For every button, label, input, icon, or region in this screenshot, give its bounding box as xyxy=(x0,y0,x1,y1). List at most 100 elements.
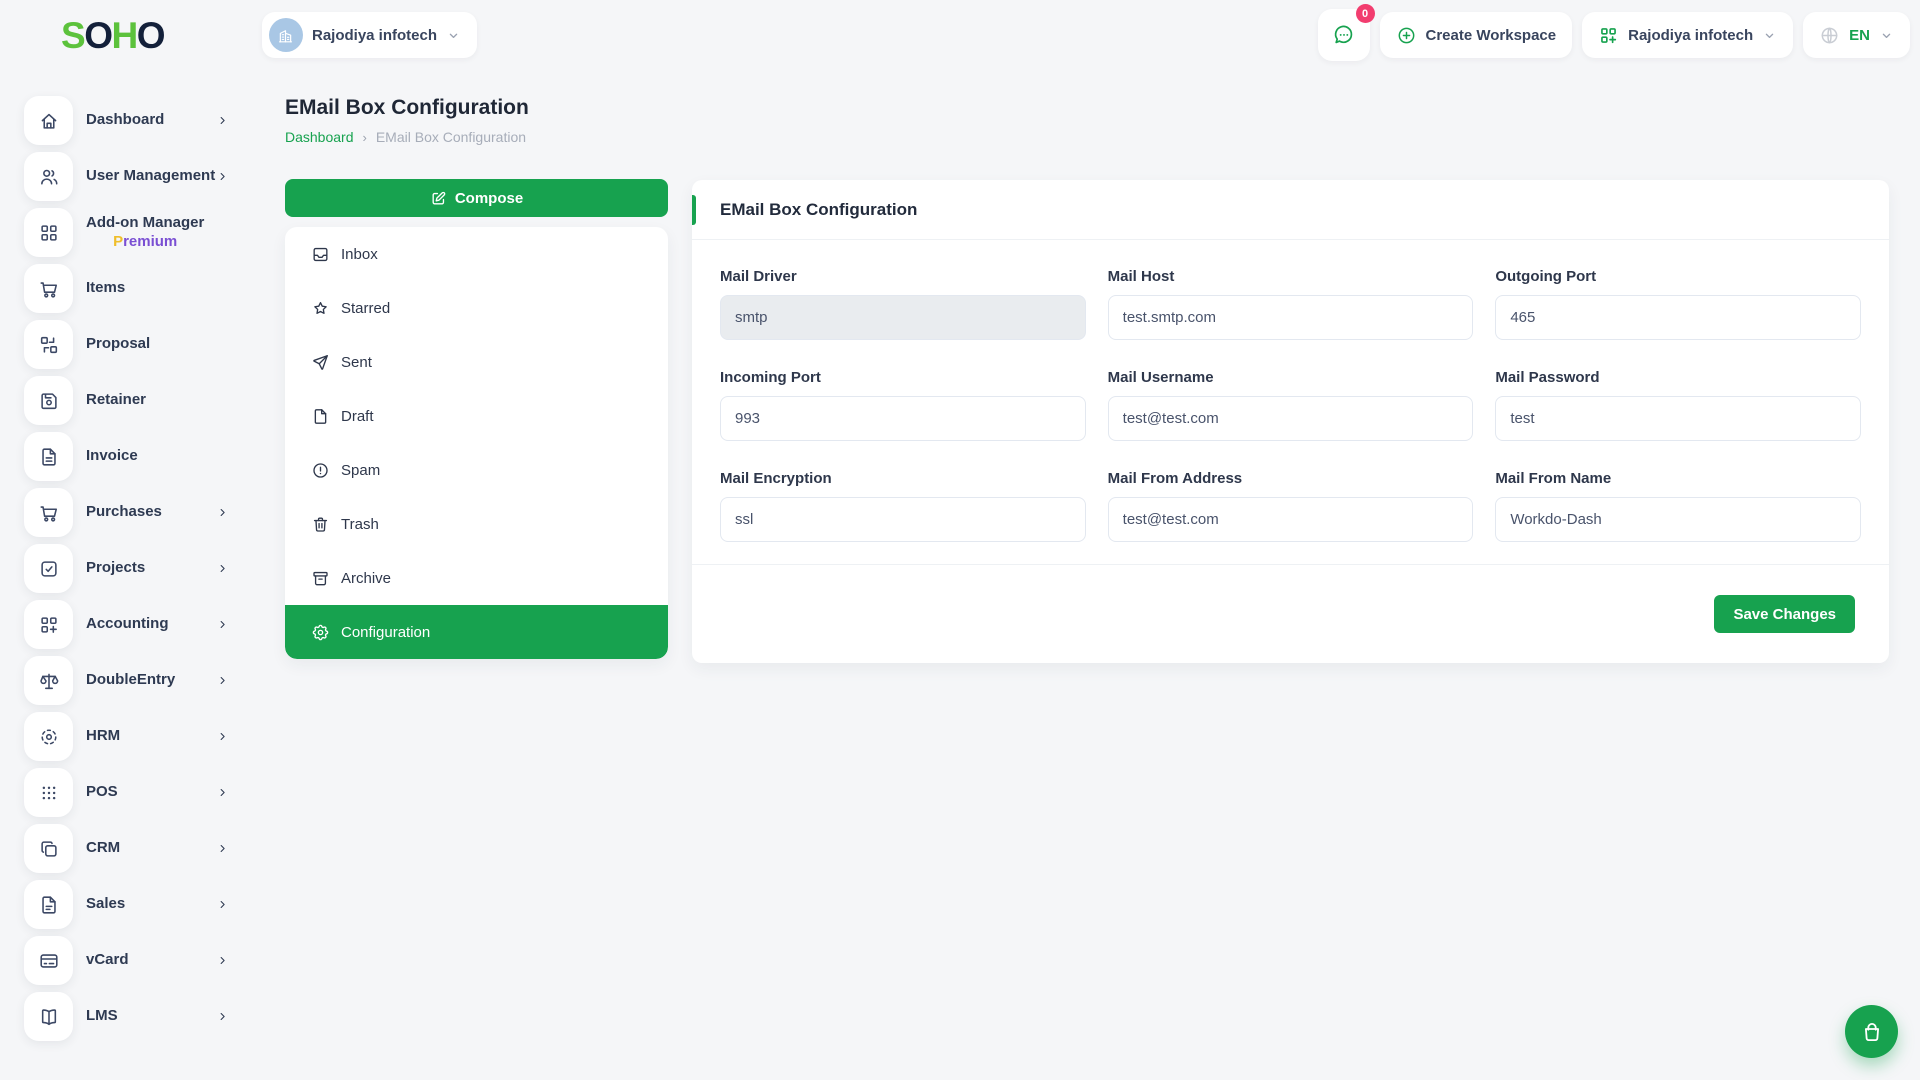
sidebar-item-sales[interactable]: Sales xyxy=(24,880,233,929)
mail-from-address-input[interactable] xyxy=(1107,497,1474,542)
focus-icon xyxy=(40,728,57,745)
breadcrumb-dashboard-link[interactable]: Dashboard xyxy=(285,129,354,145)
sidebar-item-label: CRM xyxy=(86,839,121,857)
chevron-right-icon xyxy=(220,116,225,125)
sidebar-item-label: Dashboard xyxy=(86,111,165,129)
cart-icon-box xyxy=(24,488,73,537)
check-square-icon xyxy=(40,560,57,577)
floppy-icon-box xyxy=(24,376,73,425)
mail-folder-inbox[interactable]: Inbox xyxy=(285,227,668,281)
sidebar-item-vcard[interactable]: vCard xyxy=(24,936,233,985)
chevron-right-icon xyxy=(220,900,225,909)
form-field-mail-driver: Mail Driver xyxy=(720,268,1086,340)
save-changes-button[interactable]: Save Changes xyxy=(1714,595,1855,633)
premium-badge: Premium xyxy=(113,232,178,250)
sidebar-item-projects[interactable]: Projects xyxy=(24,544,233,593)
mail-username-input[interactable] xyxy=(1107,396,1474,441)
language-selector[interactable]: EN xyxy=(1803,12,1910,58)
mail-folder-label: Spam xyxy=(341,461,381,479)
sidebar-item-lms[interactable]: LMS xyxy=(24,992,233,1041)
mail-driver-input xyxy=(720,295,1086,340)
sidebar-item-label: vCard xyxy=(86,951,129,969)
sidebar-item-purchases[interactable]: Purchases xyxy=(24,488,233,537)
outgoing-port-input[interactable] xyxy=(1495,295,1861,340)
file-invoice-icon-box xyxy=(24,432,73,481)
chevron-right-icon xyxy=(220,508,225,517)
chat-button[interactable]: 0 xyxy=(1317,4,1375,61)
chevron-right-icon xyxy=(220,172,225,181)
page-head: EMail Box Configuration Dashboard › EMai… xyxy=(285,96,529,145)
sidebar-item-add-on-manager[interactable]: Add-on Manager Premium xyxy=(24,208,233,257)
mail-folder-archive[interactable]: Archive xyxy=(285,551,668,605)
form-field-mail-password: Mail Password xyxy=(1495,369,1861,441)
mail-folder-label: Configuration xyxy=(341,623,431,641)
mail-folder-sent[interactable]: Sent xyxy=(285,335,668,389)
grid-dots-icon-box xyxy=(24,768,73,817)
mail-driver-label: Mail Driver xyxy=(720,268,797,285)
sidebar-item-invoice[interactable]: Invoice xyxy=(24,432,233,481)
send-icon xyxy=(313,354,328,370)
mail-folder-starred[interactable]: Starred xyxy=(285,281,668,335)
mail-from-name-input[interactable] xyxy=(1495,497,1861,542)
sidebar-item-label: Retainer xyxy=(86,391,147,409)
breadcrumb: Dashboard › EMail Box Configuration xyxy=(285,129,529,145)
file-invoice-icon xyxy=(41,447,56,466)
mail-host-input[interactable] xyxy=(1107,295,1474,340)
create-workspace-label: Create Workspace xyxy=(1425,26,1557,44)
scale-icon xyxy=(39,673,58,689)
credit-card-icon xyxy=(39,953,58,968)
top-bar: SOHO Rajodiya infotech 0 Create Workspac… xyxy=(0,0,1920,70)
mail-folder-draft[interactable]: Draft xyxy=(285,389,668,443)
sidebar-item-proposal[interactable]: Proposal xyxy=(24,320,233,369)
chevron-right-icon xyxy=(220,620,225,629)
sidebar-nav: Dashboard User Management Add-on Manager Pr… xyxy=(0,70,233,1041)
sidebar-item-hrm[interactable]: HRM xyxy=(24,712,233,761)
grid-plus-icon-box xyxy=(24,600,73,649)
sidebar-item-doubleentry[interactable]: DoubleEntry xyxy=(24,656,233,705)
sidebar-item-items[interactable]: Items xyxy=(24,264,233,313)
mail-panel: Compose Inbox Starred Sent Draft Spam Trash Ar… xyxy=(285,179,668,659)
sidebar-item-accounting[interactable]: Accounting xyxy=(24,600,233,649)
sidebar-item-retainer[interactable]: Retainer xyxy=(24,376,233,425)
form-field-mail-username: Mail Username xyxy=(1107,369,1474,441)
chevron-right-icon xyxy=(220,788,225,797)
workspace-menu-label: Rajodiya infotech xyxy=(1628,26,1754,44)
mail-password-label: Mail Password xyxy=(1495,369,1600,386)
cart-fab-button[interactable] xyxy=(1845,1005,1898,1058)
breadcrumb-current: EMail Box Configuration xyxy=(375,129,527,145)
compose-button[interactable]: Compose xyxy=(285,179,668,217)
card-header: EMail Box Configuration xyxy=(692,180,1889,240)
create-workspace-button[interactable]: Create Workspace xyxy=(1379,12,1573,58)
mail-folder-trash[interactable]: Trash xyxy=(285,497,668,551)
chevron-right-icon xyxy=(220,956,225,965)
sidebar-item-label: LMS xyxy=(86,1007,118,1025)
workspace-avatar xyxy=(268,18,303,52)
sidebar-item-pos[interactable]: POS xyxy=(24,768,233,817)
users-icon xyxy=(40,169,57,184)
form-field-mail-from-name: Mail From Name xyxy=(1495,470,1861,542)
workspace-switcher[interactable]: Rajodiya infotech xyxy=(261,12,478,58)
globe-icon xyxy=(1821,27,1838,43)
sidebar-item-label: User Management xyxy=(86,167,216,185)
copy-icon xyxy=(40,840,57,857)
mail-folder-label: Draft xyxy=(341,407,374,425)
mail-password-input[interactable] xyxy=(1495,396,1861,441)
building-icon xyxy=(279,29,293,42)
card-accent-bar xyxy=(692,195,696,225)
credit-card-icon-box xyxy=(24,936,73,985)
file-blank-icon xyxy=(314,408,327,424)
workspace-menu[interactable]: Rajodiya infotech xyxy=(1582,12,1794,58)
sidebar-item-crm[interactable]: CRM xyxy=(24,824,233,873)
sidebar-item-user-management[interactable]: User Management xyxy=(24,152,233,201)
compose-icon xyxy=(432,191,446,204)
mail-from-name-label: Mail From Name xyxy=(1495,470,1612,487)
incoming-port-input[interactable] xyxy=(720,396,1086,441)
header-actions: 0 Create Workspace Rajodiya infotech EN xyxy=(1317,4,1910,61)
mail-folder-spam[interactable]: Spam xyxy=(285,443,668,497)
sidebar-item-dashboard[interactable]: Dashboard xyxy=(24,96,233,145)
sidebar-item-label: Add-on Manager Premium xyxy=(86,213,205,250)
book-icon xyxy=(41,1008,56,1025)
app-logo[interactable]: SOHO xyxy=(61,14,166,56)
mail-encryption-input[interactable] xyxy=(720,497,1086,542)
mail-folder-configuration[interactable]: Configuration xyxy=(285,605,668,659)
